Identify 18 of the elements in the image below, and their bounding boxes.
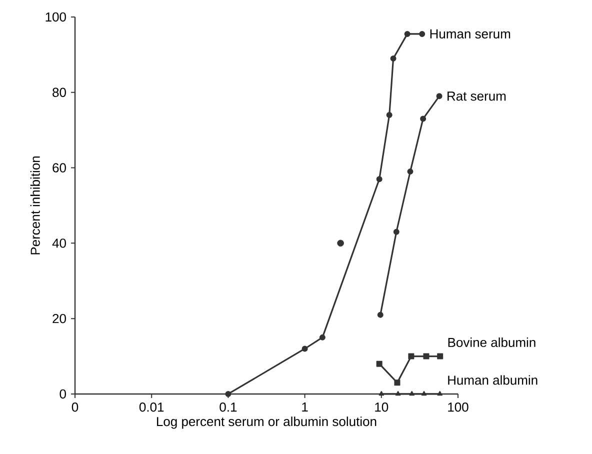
series-label: Human serum [430, 29, 510, 38]
series-label: Rat serum [448, 92, 506, 101]
y-tick-label: 60 [52, 163, 66, 172]
y-tick-label: 40 [52, 238, 66, 248]
y-tick-label: 100 [46, 12, 66, 22]
x-tick-label: 0.1 [220, 402, 237, 412]
y-axis-title: Percent inhibition [30, 156, 40, 254]
y-tick-label: 0 [60, 389, 66, 399]
x-axis-title: Log percent serum or albumin solution [157, 416, 376, 429]
x-tick-label: 0.01 [139, 402, 164, 412]
y-tick-label: 80 [52, 88, 66, 97]
x-tick-label: 0 [72, 402, 78, 412]
x-tick-label: 1 [302, 402, 308, 412]
x-tick-label: 100 [448, 402, 468, 412]
x-tick-label: 10 [375, 402, 388, 412]
series-label: Human albumin [448, 375, 538, 385]
series-label: Bovine albumin [448, 338, 536, 348]
y-tick-label: 20 [52, 314, 66, 324]
